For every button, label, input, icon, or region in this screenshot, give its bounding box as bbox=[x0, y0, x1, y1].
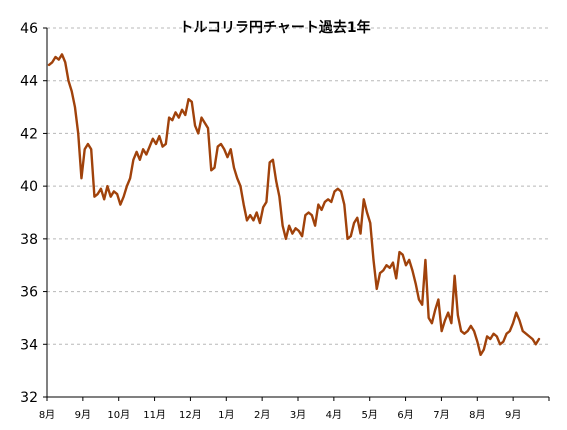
x-tick-label: 5月 bbox=[362, 409, 378, 421]
series-line bbox=[47, 53, 541, 357]
y-tick-label: 34 bbox=[20, 337, 38, 353]
x-tick-label: 11月 bbox=[143, 409, 166, 421]
x-tick-label: 12月 bbox=[179, 409, 202, 421]
y-tick-label: 46 bbox=[20, 21, 38, 37]
y-tick-label: 42 bbox=[20, 126, 38, 142]
x-tick-label: 9月 bbox=[75, 409, 91, 421]
y-tick-label: 40 bbox=[20, 179, 38, 195]
x-tick-label: 9月 bbox=[505, 409, 521, 421]
x-tick-label: 4月 bbox=[326, 409, 342, 421]
y-tick-label: 36 bbox=[20, 285, 38, 301]
x-tick-label: 8月 bbox=[39, 409, 55, 421]
x-tick-label: 7月 bbox=[433, 409, 449, 421]
x-tick-label: 1月 bbox=[218, 409, 234, 421]
y-tick-label: 44 bbox=[20, 74, 38, 90]
x-tick-label: 6月 bbox=[397, 409, 413, 421]
y-tick-label: 32 bbox=[20, 390, 38, 406]
x-tick-label: 8月 bbox=[469, 409, 485, 421]
x-tick-label: 3月 bbox=[290, 409, 306, 421]
x-tick-label: 2月 bbox=[254, 409, 270, 421]
x-tick-label: 10月 bbox=[107, 409, 130, 421]
y-tick-label: 38 bbox=[20, 232, 38, 248]
